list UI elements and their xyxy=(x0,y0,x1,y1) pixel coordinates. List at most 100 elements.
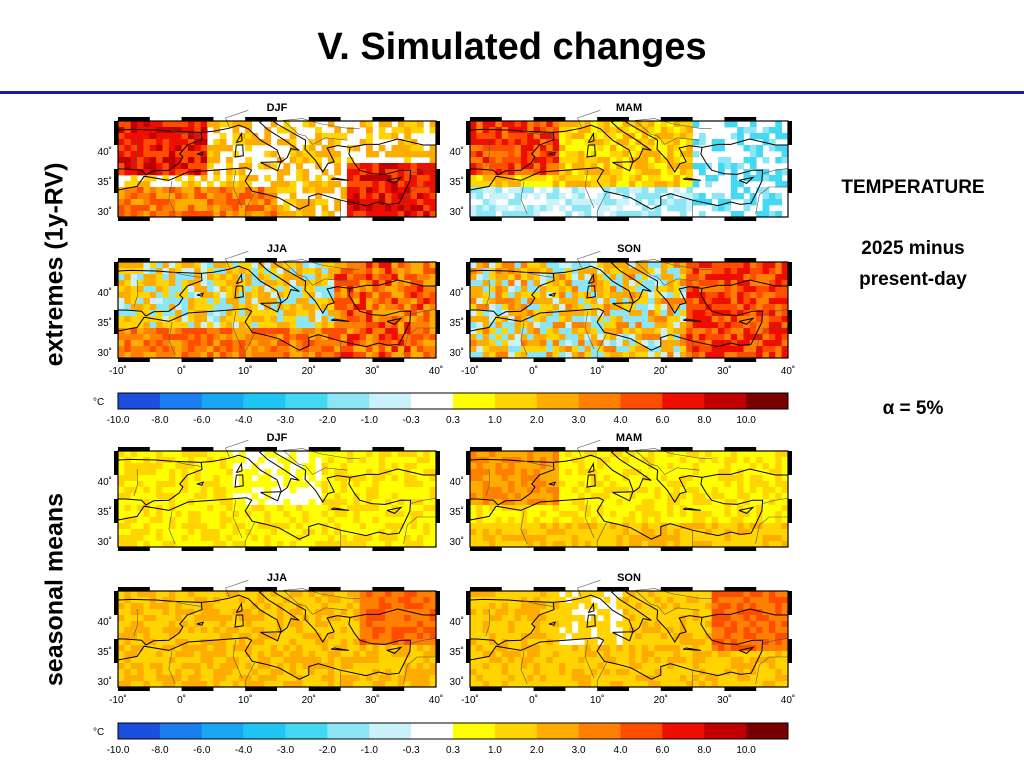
grid-cell xyxy=(711,322,719,329)
grid-cell xyxy=(130,274,138,281)
grid-cell xyxy=(692,475,700,482)
grid-cell xyxy=(527,274,534,281)
grid-cell xyxy=(609,463,617,470)
grid-cell xyxy=(603,199,611,206)
grid-cell xyxy=(476,505,484,512)
grid-cell xyxy=(130,286,138,293)
grid-cell xyxy=(718,274,725,281)
grid-cell xyxy=(429,262,437,269)
grid-cell xyxy=(641,211,649,218)
grid-cell xyxy=(673,463,681,470)
grid-cell xyxy=(385,205,392,212)
grid-cell xyxy=(686,199,693,206)
grid-cell xyxy=(137,169,144,176)
grid-cell xyxy=(737,280,744,287)
grid-cell xyxy=(559,151,566,158)
grid-cell xyxy=(410,346,418,353)
grid-cell xyxy=(423,286,431,293)
lat-tick-label: 40˚ xyxy=(450,146,464,158)
grid-cell xyxy=(705,511,713,518)
grid-cell xyxy=(718,487,725,494)
grid-cell xyxy=(781,535,789,542)
grid-cell xyxy=(565,451,573,458)
grid-cell xyxy=(635,499,643,506)
lat-tick-label: 35˚ xyxy=(450,176,464,188)
grid-cell xyxy=(775,469,783,476)
grid-cell xyxy=(289,139,297,146)
grid-cell xyxy=(622,175,630,182)
grid-cell xyxy=(495,487,503,494)
grid-cell xyxy=(698,262,706,269)
grid-cell xyxy=(539,121,547,128)
grid-cell xyxy=(156,627,163,634)
grid-cell xyxy=(219,286,227,293)
grid-cell xyxy=(476,193,484,200)
grid-cell xyxy=(137,663,144,670)
grid-cell xyxy=(514,493,522,500)
grid-cell xyxy=(654,169,662,176)
grid-cell xyxy=(514,481,522,488)
grid-cell xyxy=(533,298,541,305)
grid-cell xyxy=(200,139,208,146)
grid-cell xyxy=(692,511,700,518)
grid-cell xyxy=(416,535,424,542)
grid-cell xyxy=(321,457,329,464)
grid-cell xyxy=(327,175,335,182)
grid-cell xyxy=(194,262,202,269)
grid-cell xyxy=(546,262,554,269)
grid-cell xyxy=(749,535,757,542)
grid-cell xyxy=(404,145,411,152)
grid-cell xyxy=(187,328,195,335)
grid-cell xyxy=(698,511,706,518)
grid-cell xyxy=(775,274,783,281)
grid-cell xyxy=(137,457,144,464)
grid-cell xyxy=(238,481,246,488)
frame-checker xyxy=(466,169,470,193)
grid-cell xyxy=(124,451,132,458)
grid-cell xyxy=(416,487,424,494)
grid-cell xyxy=(756,457,763,464)
grid-cell xyxy=(143,310,151,317)
grid-cell xyxy=(629,457,636,464)
grid-cell xyxy=(219,681,227,688)
grid-cell xyxy=(219,645,227,652)
grid-cell xyxy=(149,541,157,548)
grid-cell xyxy=(423,268,431,275)
grid-cell xyxy=(514,505,522,512)
grid-cell xyxy=(679,157,687,164)
grid-cell xyxy=(124,298,132,305)
grid-cell xyxy=(571,205,579,212)
grid-cell xyxy=(283,181,291,188)
grid-cell xyxy=(508,310,515,317)
grid-cell xyxy=(527,163,534,170)
grid-cell xyxy=(200,199,208,206)
grid-cell xyxy=(251,280,259,287)
grid-cell xyxy=(245,328,252,335)
grid-cell xyxy=(508,322,515,329)
grid-cell xyxy=(137,463,144,470)
grid-cell xyxy=(302,181,310,188)
border-line xyxy=(755,186,788,215)
period-line-2: present-day xyxy=(859,269,967,290)
grid-cell xyxy=(207,615,214,622)
grid-cell xyxy=(768,493,776,500)
grid-cell xyxy=(673,169,681,176)
grid-cell xyxy=(130,469,138,476)
grid-cell xyxy=(730,316,738,323)
grid-cell xyxy=(603,157,611,164)
grid-cell xyxy=(654,328,662,335)
grid-cell xyxy=(578,193,585,200)
grid-cell xyxy=(385,328,392,335)
grid-cell xyxy=(130,187,138,194)
grid-cell xyxy=(590,175,598,182)
coastline xyxy=(586,144,596,158)
grid-cell xyxy=(124,151,132,158)
grid-cell xyxy=(327,487,335,494)
grid-cell xyxy=(629,127,636,134)
grid-cell xyxy=(654,286,662,293)
grid-cell xyxy=(724,163,732,170)
grid-cell xyxy=(737,310,744,317)
grid-cell xyxy=(698,457,706,464)
border-line xyxy=(225,109,249,129)
grid-cell xyxy=(416,493,424,500)
